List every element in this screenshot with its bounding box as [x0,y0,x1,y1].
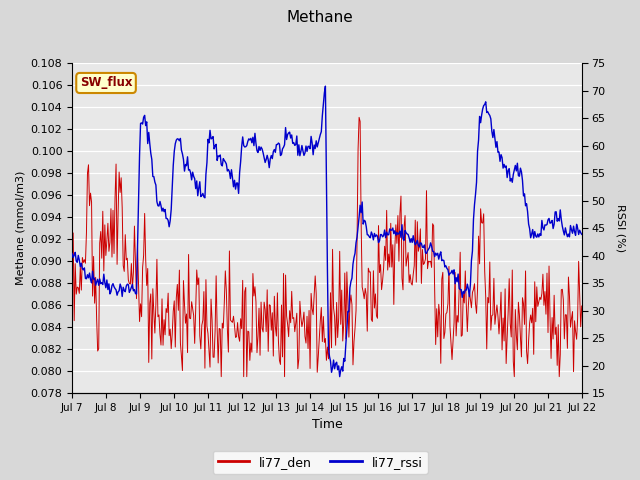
Y-axis label: RSSI (%): RSSI (%) [615,204,625,252]
Y-axis label: Methane (mmol/m3): Methane (mmol/m3) [15,171,25,286]
Text: Methane: Methane [287,10,353,24]
Text: SW_flux: SW_flux [80,76,132,89]
Legend: li77_den, li77_rssi: li77_den, li77_rssi [212,451,428,474]
X-axis label: Time: Time [312,419,342,432]
